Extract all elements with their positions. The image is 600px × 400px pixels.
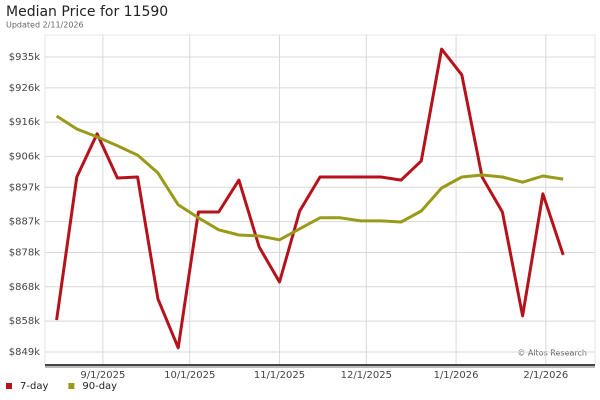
legend-label: 7-day (20, 381, 48, 392)
y-tick-label: $887k (9, 217, 40, 228)
x-tick-label: 1/1/2026 (434, 370, 479, 381)
legend-label: 90-day (82, 381, 117, 392)
y-tick-label: $916k (9, 117, 40, 128)
y-tick-label: $849k (9, 347, 40, 358)
y-tick-label: $926k (9, 83, 40, 94)
x-tick-label: 9/1/2025 (80, 370, 125, 381)
chart-subtitle: Updated 2/11/2026 (6, 21, 84, 30)
plot-area (44, 34, 596, 366)
x-tick-label: 12/1/2025 (341, 370, 392, 381)
y-tick-label: $858k (9, 316, 40, 327)
legend-swatch (6, 383, 12, 389)
y-tick-label: $906k (9, 151, 40, 162)
series-line (55, 114, 564, 242)
y-tick-label: $868k (9, 282, 40, 293)
watermark: © Altos Research (517, 349, 587, 358)
series-line (55, 47, 565, 350)
legend-swatch (68, 383, 75, 389)
y-tick-label: $935k (9, 52, 40, 63)
x-tick-label: 2/1/2026 (523, 370, 568, 381)
y-tick-label: $897k (9, 182, 40, 193)
x-tick-label: 10/1/2025 (164, 370, 215, 381)
x-tick-label: 11/1/2025 (254, 370, 305, 381)
chart-title: Median Price for 11590 (6, 4, 168, 20)
y-tick-label: $878k (9, 247, 40, 258)
